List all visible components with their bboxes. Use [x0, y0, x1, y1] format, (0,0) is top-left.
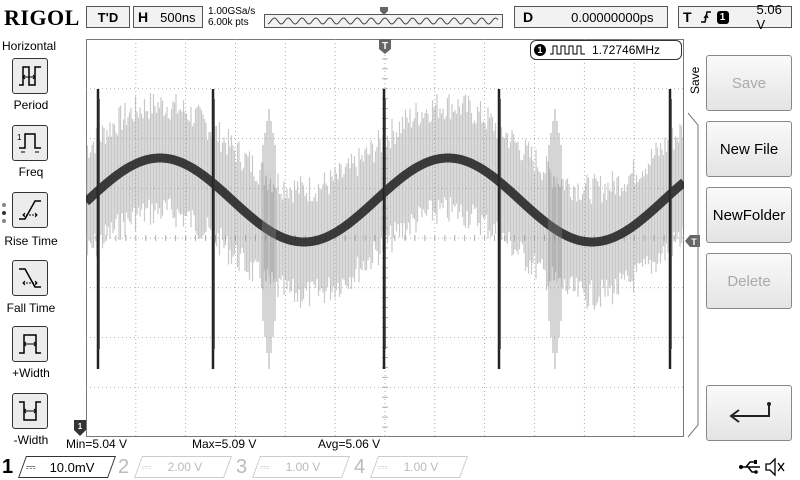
counter-value: 1.72746MHz — [592, 43, 661, 57]
trigger-box[interactable]: T 1 5.06 V — [678, 2, 792, 32]
positive-width-icon — [19, 334, 41, 354]
trace-spikes — [96, 89, 672, 369]
top-status-bar: RIGOL T'D H 500ns 1.00GSa/s 6.00k pts D … — [0, 0, 800, 36]
coupling-dc-icon: ⎓ — [26, 459, 36, 474]
negative-width-measure-button[interactable] — [12, 393, 48, 429]
frequency-label: Freq — [18, 165, 44, 179]
coupling-dc-icon: ⎓ — [142, 459, 152, 474]
trigger-tag: T — [683, 9, 692, 25]
delay-value: 0.00000000ps — [571, 9, 654, 25]
measurement-max: Max=5.09 V — [192, 437, 257, 451]
waveform-display[interactable] — [86, 39, 684, 437]
trigger-marker-label: T — [382, 41, 388, 52]
channel-1-status[interactable]: 1 ⎓ 10.0mV — [2, 455, 117, 478]
channel-4-number: 4 — [354, 455, 366, 478]
channel-2-status[interactable]: 2 ⎓ 2.00 V — [118, 455, 233, 478]
channel-1-scale: 10.0mV — [49, 459, 95, 475]
brand-logo: RIGOL — [4, 5, 80, 30]
rising-edge-icon — [700, 11, 711, 23]
trigger-position-marker-top[interactable]: T — [378, 39, 392, 55]
timebase-box[interactable]: H 500ns — [133, 6, 203, 28]
svg-text:1: 1 — [17, 133, 22, 142]
rise-time-label: Rise Time — [4, 234, 58, 248]
coupling-dc-icon: ⎓ — [260, 459, 270, 474]
new-file-button[interactable]: New File — [706, 121, 792, 177]
delay-box[interactable]: D 0.00000000ps — [514, 6, 668, 28]
new-folder-button[interactable]: NewFolder — [706, 187, 792, 243]
fall-time-icon — [19, 268, 41, 288]
usb-icon — [739, 460, 760, 474]
trigger-status-badge: T'D — [86, 6, 130, 28]
square-wave-icon — [550, 45, 585, 55]
frequency-counter: 1 1.72746MHz — [530, 40, 682, 60]
rise-time-icon — [19, 200, 41, 220]
channel-1-offset-marker[interactable]: 1 — [74, 420, 86, 436]
timebase-tag: H — [138, 9, 149, 25]
svg-text:T: T — [691, 237, 697, 247]
channel-3-number: 3 — [236, 455, 248, 478]
negative-width-icon — [19, 401, 41, 421]
negative-width-label: -Width — [13, 433, 49, 447]
save-menu-brace — [686, 105, 704, 447]
trigger-level: 5.06 V — [756, 2, 782, 32]
trigger-position-marker — [380, 7, 388, 15]
positive-width-label: +Width — [12, 366, 50, 380]
period-label: Period — [13, 98, 49, 112]
coupling-dc-icon: ⎓ — [378, 459, 388, 474]
save-menu-title: Save — [688, 66, 702, 94]
menu-page-dots — [2, 203, 6, 227]
svg-text:1: 1 — [78, 422, 83, 431]
trigger-source-badge: 1 — [716, 10, 729, 24]
period-icon — [19, 66, 41, 86]
channel-3-status[interactable]: 3 ⎓ 1.00 V — [236, 455, 351, 478]
save-button[interactable]: Save — [706, 55, 792, 111]
frequency-measure-button[interactable]: 1 — [12, 125, 48, 161]
delete-button[interactable]: Delete — [706, 253, 792, 309]
delay-tag: D — [523, 9, 534, 25]
speaker-muted-icon[interactable] — [764, 457, 786, 477]
rise-time-measure-button[interactable] — [12, 192, 48, 228]
fall-time-label: Fall Time — [6, 301, 56, 315]
channel-1-number: 1 — [2, 455, 14, 478]
memory-position-bar[interactable] — [264, 6, 504, 30]
channel-2-number: 2 — [118, 455, 130, 478]
sample-rate: 1.00GSa/s — [208, 6, 256, 17]
fall-time-measure-button[interactable] — [12, 260, 48, 296]
counter-channel-badge: 1 — [534, 44, 546, 56]
measurement-avg: Avg=5.06 V — [318, 437, 381, 451]
measure-menu-title: Horizontal — [2, 39, 57, 53]
channel-2-scale: 2.00 V — [167, 460, 203, 474]
memory-depth: 6.00k pts — [208, 17, 249, 28]
return-button[interactable] — [706, 385, 792, 441]
trigger-level-marker[interactable]: T — [685, 235, 701, 247]
measurement-min: Min=5.04 V — [66, 437, 128, 451]
acquisition-info: 1.00GSa/s 6.00k pts — [208, 6, 255, 28]
channel-4-status[interactable]: 4 ⎓ 1.00 V — [354, 455, 469, 478]
channel-3-scale: 1.00 V — [285, 460, 321, 474]
channel-4-scale: 1.00 V — [403, 460, 439, 474]
period-measure-button[interactable] — [12, 58, 48, 94]
return-arrow-icon — [729, 402, 771, 423]
positive-width-measure-button[interactable] — [12, 326, 48, 362]
frequency-icon: 1 — [17, 133, 41, 153]
timebase-value: 500ns — [160, 9, 196, 25]
